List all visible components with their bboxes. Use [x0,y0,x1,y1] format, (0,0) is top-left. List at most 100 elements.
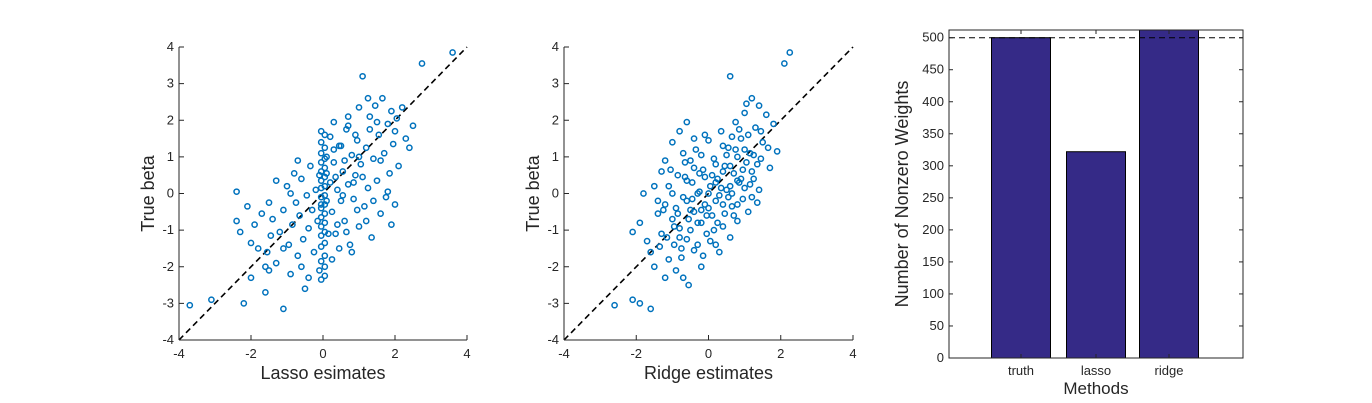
data-point [332,230,339,238]
y-tick-label: 50 [930,318,944,333]
data-point [296,212,303,219]
y-axis-label: True beta [523,154,543,231]
data-point [759,138,767,146]
y-axis-label: True beta [138,154,158,231]
x-tick-label: 4 [463,346,470,361]
data-point [328,208,336,216]
data-point [317,138,325,146]
data-point [688,179,696,186]
data-point [326,133,334,141]
data-point [659,206,667,214]
data-point [690,208,698,216]
data-point [332,173,339,181]
data-point [685,281,692,289]
data-point [370,197,377,205]
data-point [739,166,747,174]
data-point [674,171,682,179]
data-point [262,289,269,296]
data-point [380,149,388,157]
data-point [725,193,732,201]
data-point [244,202,251,210]
data-point [746,180,754,188]
data-point [307,162,314,170]
data-point [330,159,338,166]
data-point [395,162,402,170]
data-point [321,219,329,227]
data-point [334,221,341,228]
data-point [757,155,765,163]
data-point [317,127,325,135]
data-point [298,263,305,271]
y-tick-label: 150 [922,254,944,269]
data-point [233,188,240,196]
data-point [688,195,696,203]
data-point [683,235,691,243]
data-point [325,230,332,238]
data-point [366,126,374,133]
data-point [236,228,244,236]
data-point [337,197,345,205]
y-tick-label: 0 [937,350,944,365]
x-axis-label: Lasso esimates [260,363,385,383]
data-point [352,171,359,179]
data-point [348,151,356,159]
data-point [741,184,748,192]
data-point [670,223,678,230]
y-tick-label: -1 [162,222,174,237]
data-point [661,274,669,282]
data-point [317,204,325,212]
y-tick-label: 0 [552,186,559,201]
data-point [730,170,738,177]
data-point [267,232,275,239]
data-point [283,182,291,190]
data-point [370,155,377,163]
data-point [355,104,363,111]
data-point [714,219,721,227]
data-point [732,146,739,153]
data-point [690,135,698,142]
data-point [725,144,732,152]
data-point [330,118,338,126]
data-point [344,180,352,188]
data-point [663,234,671,241]
y-tick-label: 1 [167,149,174,164]
data-point [748,193,756,201]
y-tick-label: 1 [552,149,559,164]
y-tick-label: 2 [552,112,559,127]
data-point [312,186,320,194]
data-point [290,170,298,177]
data-point [337,142,345,150]
data-point [258,210,266,217]
data-point [328,256,336,263]
data-point [326,179,334,186]
x-tick-label: 4 [849,346,856,361]
data-point [272,259,280,267]
x-tick-label: 2 [777,346,784,361]
data-point [272,177,280,185]
data-point [409,122,417,130]
data-point [723,186,730,194]
data-point [672,204,680,212]
data-point [377,210,384,217]
data-point [728,202,736,210]
data-point [301,285,309,293]
data-point [240,300,248,307]
data-point [678,245,685,252]
data-point [384,188,392,196]
data-point [251,221,258,228]
data-point [323,197,330,205]
data-point [748,168,756,175]
data-point [773,148,781,155]
data-point [705,204,712,212]
data-point [721,210,729,217]
data-point [280,206,287,214]
data-point [719,168,727,175]
data-point [687,226,694,234]
data-point [314,217,321,225]
data-point [669,215,676,223]
bar [1139,29,1199,359]
data-point [317,257,325,265]
data-point [679,274,687,282]
data-point [364,94,372,102]
data-point [752,124,759,131]
